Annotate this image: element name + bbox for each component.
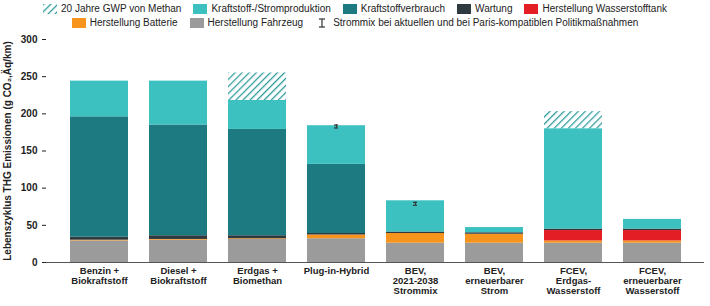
svg-text:0: 0: [32, 257, 38, 268]
svg-text:BEV,erneuerbarerStrom: BEV,erneuerbarerStrom: [465, 265, 524, 296]
svg-text:150: 150: [21, 145, 38, 156]
svg-text:Erdgas +Biomethan: Erdgas +Biomethan: [233, 265, 282, 286]
svg-text:50: 50: [26, 220, 38, 231]
svg-text:100: 100: [21, 182, 38, 193]
svg-text:250: 250: [21, 71, 38, 82]
svg-text:Lebenszyklus THG Emissionen (g: Lebenszyklus THG Emissionen (g CO₂,Äq/km…: [1, 41, 13, 260]
html-text:Kraftstoff-/Stromproduktion: Kraftstoff-/Stromproduktion: [211, 3, 331, 14]
svg-text:FCEV,Erdgas-Wasserstoff: FCEV,Erdgas-Wasserstoff: [546, 265, 601, 296]
svg-text:Benzin +Biokraftstoff: Benzin +Biokraftstoff: [71, 265, 128, 286]
svg-text:300: 300: [21, 34, 38, 45]
html-text:Herstellung Batterie: Herstellung Batterie: [89, 17, 178, 28]
html-text:Wartung: Wartung: [475, 3, 513, 14]
html-text:20 Jahre GWP von Methan: 20 Jahre GWP von Methan: [61, 3, 182, 14]
html-text:Herstellung Fahrzeug: Herstellung Fahrzeug: [207, 17, 304, 28]
svg-text:200: 200: [21, 108, 38, 119]
svg-text:FCEV,erneuerbarerWasserstoff: FCEV,erneuerbarerWasserstoff: [623, 265, 682, 296]
html-text:Strommix bei aktuellen und bei: Strommix bei aktuellen und bei Paris-kom…: [333, 17, 639, 28]
html-text:Herstellung Wasserstofftank: Herstellung Wasserstofftank: [542, 3, 667, 14]
svg-text:Plug-in-Hybrid: Plug-in-Hybrid: [304, 265, 370, 276]
svg-text:BEV,2021-2038Strommix: BEV,2021-2038Strommix: [393, 265, 438, 296]
html-text:Kraftstoffverbrauch: Kraftstoffverbrauch: [360, 3, 446, 14]
svg-text:Diesel +Biokraftstoff: Diesel +Biokraftstoff: [150, 265, 207, 286]
